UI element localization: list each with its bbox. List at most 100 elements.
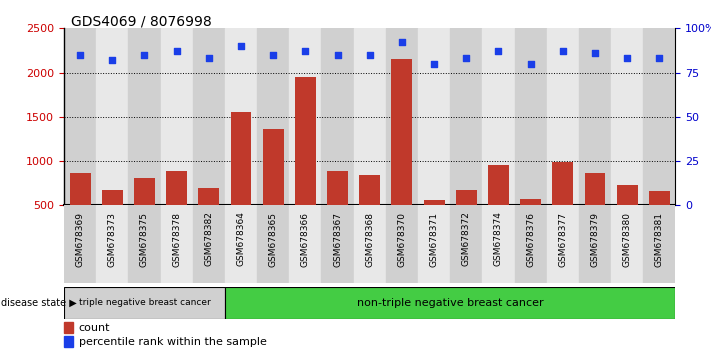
- Text: percentile rank within the sample: percentile rank within the sample: [79, 337, 267, 347]
- Point: [653, 56, 665, 61]
- Bar: [584, 173, 606, 250]
- Text: GSM678369: GSM678369: [75, 212, 85, 267]
- Text: triple negative breast cancer: triple negative breast cancer: [79, 298, 210, 307]
- Bar: [257, 205, 289, 283]
- Bar: [134, 178, 155, 250]
- Text: GSM678366: GSM678366: [301, 212, 310, 267]
- Point: [107, 57, 118, 63]
- Point: [461, 56, 472, 61]
- Bar: [262, 129, 284, 250]
- Text: GSM678372: GSM678372: [461, 212, 471, 267]
- Bar: [450, 205, 482, 283]
- Text: GSM678373: GSM678373: [108, 212, 117, 267]
- Bar: [96, 28, 129, 205]
- Bar: [579, 205, 611, 283]
- Text: GSM678378: GSM678378: [172, 212, 181, 267]
- Text: GSM678377: GSM678377: [558, 212, 567, 267]
- Text: GSM678379: GSM678379: [591, 212, 599, 267]
- Point: [557, 48, 569, 54]
- Bar: [392, 59, 412, 250]
- Bar: [515, 28, 547, 205]
- Bar: [359, 175, 380, 250]
- Point: [493, 48, 504, 54]
- Bar: [129, 28, 161, 205]
- Bar: [424, 200, 444, 250]
- Text: GSM678371: GSM678371: [429, 212, 439, 267]
- Bar: [321, 28, 353, 205]
- Text: GSM678382: GSM678382: [204, 212, 213, 267]
- Text: GSM678365: GSM678365: [269, 212, 278, 267]
- Point: [429, 61, 440, 67]
- Bar: [515, 205, 547, 283]
- Point: [139, 52, 150, 58]
- Bar: [96, 205, 129, 283]
- Point: [621, 56, 633, 61]
- Text: GSM678374: GSM678374: [494, 212, 503, 267]
- Bar: [193, 205, 225, 283]
- Bar: [102, 190, 123, 250]
- Bar: [579, 28, 611, 205]
- Point: [332, 52, 343, 58]
- Bar: [547, 28, 579, 205]
- Bar: [386, 28, 418, 205]
- Bar: [64, 28, 96, 205]
- Bar: [257, 28, 289, 205]
- Bar: [353, 205, 386, 283]
- Bar: [225, 287, 675, 319]
- Bar: [295, 77, 316, 250]
- Bar: [289, 205, 321, 283]
- Point: [396, 40, 407, 45]
- Bar: [198, 188, 219, 250]
- Bar: [225, 205, 257, 283]
- Bar: [230, 112, 252, 250]
- Bar: [488, 165, 509, 250]
- Bar: [616, 185, 638, 250]
- Bar: [450, 28, 482, 205]
- Text: count: count: [79, 322, 110, 332]
- Bar: [456, 190, 476, 250]
- Bar: [161, 28, 193, 205]
- Point: [203, 56, 215, 61]
- Bar: [643, 205, 675, 283]
- Bar: [327, 171, 348, 250]
- Point: [171, 48, 182, 54]
- Point: [525, 61, 536, 67]
- Text: disease state ▶: disease state ▶: [1, 298, 77, 308]
- Bar: [64, 287, 225, 319]
- Point: [75, 52, 86, 58]
- Bar: [611, 28, 643, 205]
- Bar: [418, 205, 450, 283]
- Bar: [547, 205, 579, 283]
- Text: GSM678364: GSM678364: [237, 212, 245, 267]
- Bar: [649, 191, 670, 250]
- Bar: [193, 28, 225, 205]
- Point: [235, 43, 247, 49]
- Bar: [64, 322, 73, 333]
- Bar: [225, 28, 257, 205]
- Bar: [643, 28, 675, 205]
- Text: GSM678368: GSM678368: [365, 212, 374, 267]
- Bar: [353, 28, 386, 205]
- Bar: [321, 205, 353, 283]
- Text: GSM678375: GSM678375: [140, 212, 149, 267]
- Point: [299, 48, 311, 54]
- Text: GSM678381: GSM678381: [655, 212, 664, 267]
- Text: non-triple negative breast cancer: non-triple negative breast cancer: [357, 298, 543, 308]
- Bar: [482, 205, 515, 283]
- Bar: [611, 205, 643, 283]
- Bar: [64, 336, 73, 347]
- Bar: [520, 199, 541, 250]
- Bar: [386, 205, 418, 283]
- Bar: [552, 162, 573, 250]
- Bar: [482, 28, 515, 205]
- Bar: [166, 171, 187, 250]
- Text: GDS4069 / 8076998: GDS4069 / 8076998: [71, 14, 212, 28]
- Bar: [418, 28, 450, 205]
- Point: [364, 52, 375, 58]
- Bar: [70, 173, 90, 250]
- Text: GSM678367: GSM678367: [333, 212, 342, 267]
- Bar: [129, 205, 161, 283]
- Text: GSM678370: GSM678370: [397, 212, 407, 267]
- Point: [267, 52, 279, 58]
- Bar: [64, 205, 96, 283]
